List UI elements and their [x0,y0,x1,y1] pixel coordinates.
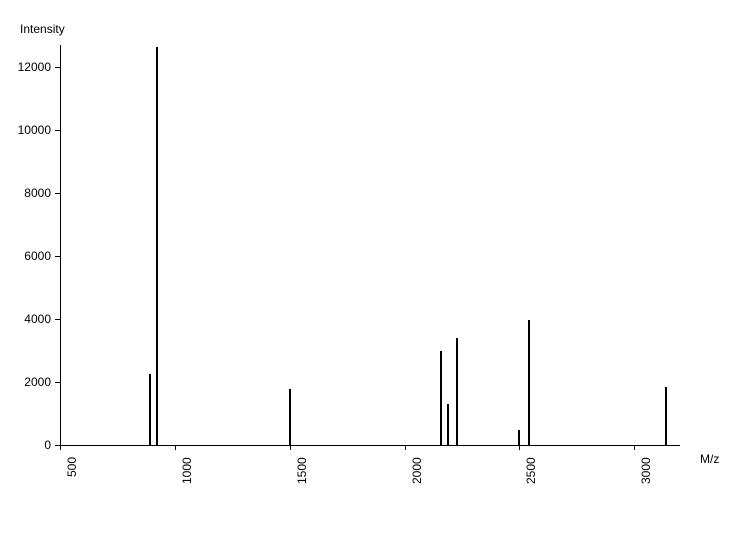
x-tick-label: 1000 [180,457,194,484]
x-tick [519,445,520,450]
spectrum-peak [456,338,458,445]
x-tick-label: 2500 [524,457,538,484]
spectrum-peak [518,430,520,445]
x-axis-title: M/z [700,452,719,466]
y-tick-label: 4000 [24,312,51,326]
y-tick-label: 12000 [18,60,51,74]
y-tick [55,67,60,68]
x-axis-line [60,445,680,446]
y-tick-label: 6000 [24,249,51,263]
spectrum-peak [528,320,530,445]
spectrum-peak [447,404,449,445]
y-tick-label: 2000 [24,375,51,389]
spectrum-peak [440,351,442,445]
y-tick [55,256,60,257]
y-axis-title: Intensity [20,22,65,36]
y-tick [55,319,60,320]
x-tick-label: 2000 [410,457,424,484]
plot-area: 0200040006000800010000120005001000150020… [60,45,680,445]
y-tick [55,382,60,383]
spectrum-peak [156,47,158,445]
spectrum-peak [149,374,151,445]
x-tick [634,445,635,450]
y-tick-label: 8000 [24,186,51,200]
y-tick [55,193,60,194]
x-tick-label: 500 [65,457,79,477]
spectrum-peak [289,389,291,445]
y-tick-label: 10000 [18,123,51,137]
y-tick-label: 0 [44,438,51,452]
x-tick [405,445,406,450]
x-tick-label: 3000 [639,457,653,484]
spectrum-peak [665,387,667,445]
y-tick [55,130,60,131]
x-tick [175,445,176,450]
x-tick [290,445,291,450]
y-axis-line [60,45,61,445]
x-tick [60,445,61,450]
x-tick-label: 1500 [295,457,309,484]
mass-spectrum-chart: Intensity M/z 02000400060008000100001200… [0,0,750,540]
